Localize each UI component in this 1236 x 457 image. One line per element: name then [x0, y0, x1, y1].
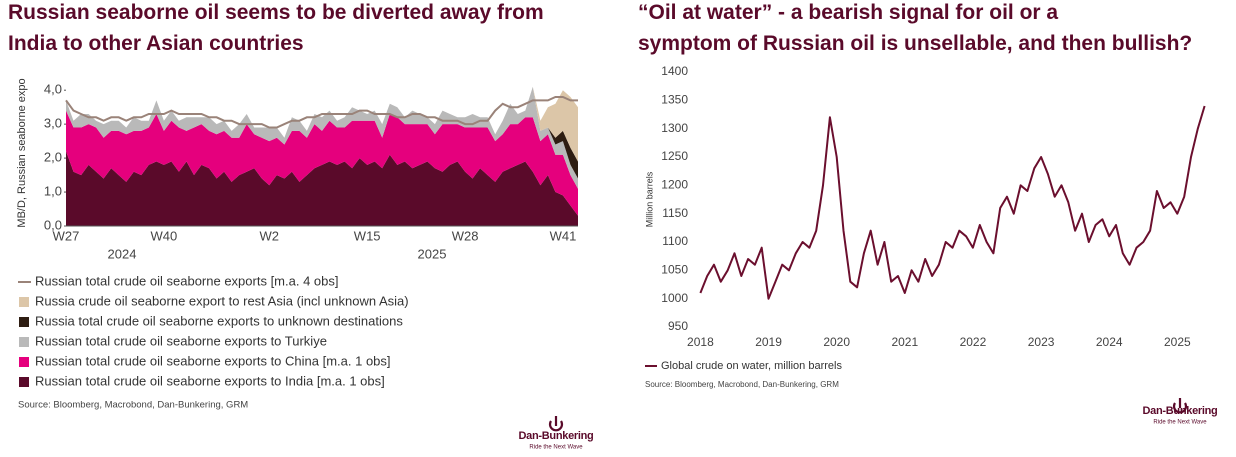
logo-mark — [1172, 398, 1188, 414]
x-tick-label: 2024 — [1096, 335, 1123, 349]
legend-label: Russian total crude oil seaborne exports… — [35, 353, 391, 368]
y-tick-label: 1300 — [661, 121, 688, 135]
y-tick-label: 1000 — [661, 291, 688, 305]
stacked-area — [66, 110, 578, 216]
y-tick-label: 950 — [668, 319, 688, 333]
x-tick-label: 2022 — [960, 335, 987, 349]
x-group-label: 2024 — [108, 246, 137, 261]
line — [65, 96, 578, 129]
y-tick-label: 1,0 — [44, 183, 62, 198]
y-tick-label: 1400 — [661, 64, 688, 78]
x-tick-label: W27 — [53, 228, 80, 243]
logo-tagline: Ride the Next Wave — [529, 445, 583, 451]
legend-label: Global crude on water, million barrels — [661, 360, 842, 372]
x-tick-label: 2020 — [823, 335, 850, 349]
y-tick-label: 0,0 — [44, 217, 62, 232]
title-line: symptom of Russian oil is unsellable, an… — [638, 32, 1192, 55]
stacked-area — [66, 151, 578, 226]
y-axis-label: MB/D, Russian seaborne expo — [16, 78, 28, 227]
chart-title: “Oil at water” - a bearish signal for oi… — [638, 1, 1192, 55]
legend-label: Russia total crude oil seaborne exports … — [35, 313, 403, 328]
y-tick-label: 1350 — [661, 93, 688, 107]
x-tick-label: 2018 — [687, 335, 714, 349]
source: Source: Bloomberg, Macrobond, Dan-Bunker… — [645, 380, 839, 389]
title-line: India to other Asian countries — [8, 32, 304, 55]
chart-title: Russian seaborne oil seems to be diverte… — [8, 1, 544, 55]
x-tick-label: W2 — [260, 228, 280, 243]
logo-tagline: Ride the Next Wave — [1153, 420, 1207, 426]
legend-label: Russian total crude oil seaborne exports… — [35, 333, 327, 348]
logo-mark — [548, 416, 564, 432]
x-tick-label: 2019 — [755, 335, 782, 349]
x-tick-label: W41 — [550, 228, 577, 243]
x-tick-label: 2023 — [1028, 335, 1055, 349]
legend-label: Russia crude oil seaborne export to rest… — [35, 293, 409, 308]
source: Source: Bloomberg, Macrobond, Dan-Bunker… — [18, 400, 248, 411]
legend-label: Russian total crude oil seaborne exports… — [35, 273, 339, 288]
legend-swatch — [19, 297, 29, 307]
y-tick-label: 4,0 — [44, 82, 62, 97]
logo-icon — [548, 398, 1188, 432]
x-tick-label: W15 — [354, 228, 381, 243]
y-tick-label: 1200 — [661, 178, 688, 192]
x-tick-label: W40 — [151, 228, 178, 243]
x-tick-label: W28 — [452, 228, 479, 243]
x-tick-label: 2021 — [891, 335, 918, 349]
logo-name: Dan-Bunkering — [1143, 405, 1218, 417]
legend-swatch — [19, 317, 29, 327]
legend-swatch — [19, 357, 29, 367]
x-tick-label: 2025 — [1164, 335, 1191, 349]
title-line: Russian seaborne oil seems to be diverte… — [8, 1, 544, 24]
y-tick-label: 1250 — [661, 149, 688, 163]
legend-swatch — [19, 377, 29, 387]
x-group-label: 2025 — [418, 246, 447, 261]
legend-swatch — [19, 337, 29, 347]
y-tick-label: 1100 — [662, 234, 688, 248]
y-tick-label: 2,0 — [44, 150, 62, 165]
y-tick-label: 1150 — [662, 206, 688, 220]
legend-label: Russian total crude oil seaborne exports… — [35, 373, 385, 388]
logo-name: Dan-Bunkering — [519, 430, 594, 442]
y-tick-label: 3,0 — [44, 116, 62, 131]
y-axis-label: Million barrels — [644, 171, 654, 227]
line — [699, 105, 1206, 300]
title-line: “Oil at water” - a bearish signal for oi… — [638, 1, 1058, 24]
y-tick-label: 1050 — [661, 263, 688, 277]
